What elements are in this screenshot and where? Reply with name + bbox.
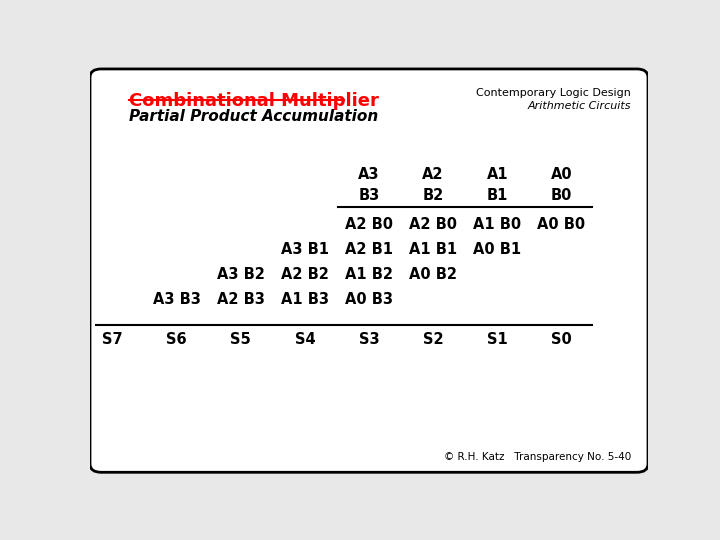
Text: B1: B1 bbox=[487, 188, 508, 203]
Text: A3 B2: A3 B2 bbox=[217, 267, 264, 282]
Text: A0: A0 bbox=[551, 167, 572, 183]
Text: S1: S1 bbox=[487, 332, 508, 347]
Text: S0: S0 bbox=[551, 332, 572, 347]
Text: S4: S4 bbox=[294, 332, 315, 347]
Text: Combinational Multiplier: Combinational Multiplier bbox=[129, 92, 379, 110]
Text: A2 B1: A2 B1 bbox=[345, 242, 393, 258]
Text: B3: B3 bbox=[359, 188, 379, 203]
Text: A1: A1 bbox=[487, 167, 508, 183]
Text: S6: S6 bbox=[166, 332, 186, 347]
Text: A3: A3 bbox=[359, 167, 379, 183]
Text: A3 B1: A3 B1 bbox=[281, 242, 329, 258]
Text: A2 B2: A2 B2 bbox=[281, 267, 329, 282]
Text: A0 B0: A0 B0 bbox=[537, 218, 585, 232]
Text: Partial Product Accumulation: Partial Product Accumulation bbox=[129, 109, 378, 124]
Text: A2 B0: A2 B0 bbox=[409, 218, 457, 232]
Text: A2: A2 bbox=[423, 167, 444, 183]
Text: A1 B0: A1 B0 bbox=[473, 218, 521, 232]
Text: Arithmetic Circuits: Arithmetic Circuits bbox=[528, 102, 631, 111]
Text: © R.H. Katz   Transparency No. 5-40: © R.H. Katz Transparency No. 5-40 bbox=[444, 452, 631, 462]
Text: A1 B1: A1 B1 bbox=[409, 242, 457, 258]
FancyBboxPatch shape bbox=[90, 69, 648, 472]
Text: S2: S2 bbox=[423, 332, 444, 347]
Text: S3: S3 bbox=[359, 332, 379, 347]
Text: A0 B1: A0 B1 bbox=[473, 242, 521, 258]
Text: B2: B2 bbox=[423, 188, 444, 203]
Text: B0: B0 bbox=[551, 188, 572, 203]
Text: A3 B3: A3 B3 bbox=[153, 292, 200, 307]
Text: A0 B3: A0 B3 bbox=[345, 292, 393, 307]
Text: A2 B0: A2 B0 bbox=[345, 218, 393, 232]
Text: A1 B2: A1 B2 bbox=[345, 267, 393, 282]
Text: S5: S5 bbox=[230, 332, 251, 347]
Text: A0 B2: A0 B2 bbox=[409, 267, 457, 282]
Text: A1 B3: A1 B3 bbox=[281, 292, 329, 307]
Text: S7: S7 bbox=[102, 332, 122, 347]
Text: A2 B3: A2 B3 bbox=[217, 292, 264, 307]
Text: Contemporary Logic Design: Contemporary Logic Design bbox=[477, 87, 631, 98]
